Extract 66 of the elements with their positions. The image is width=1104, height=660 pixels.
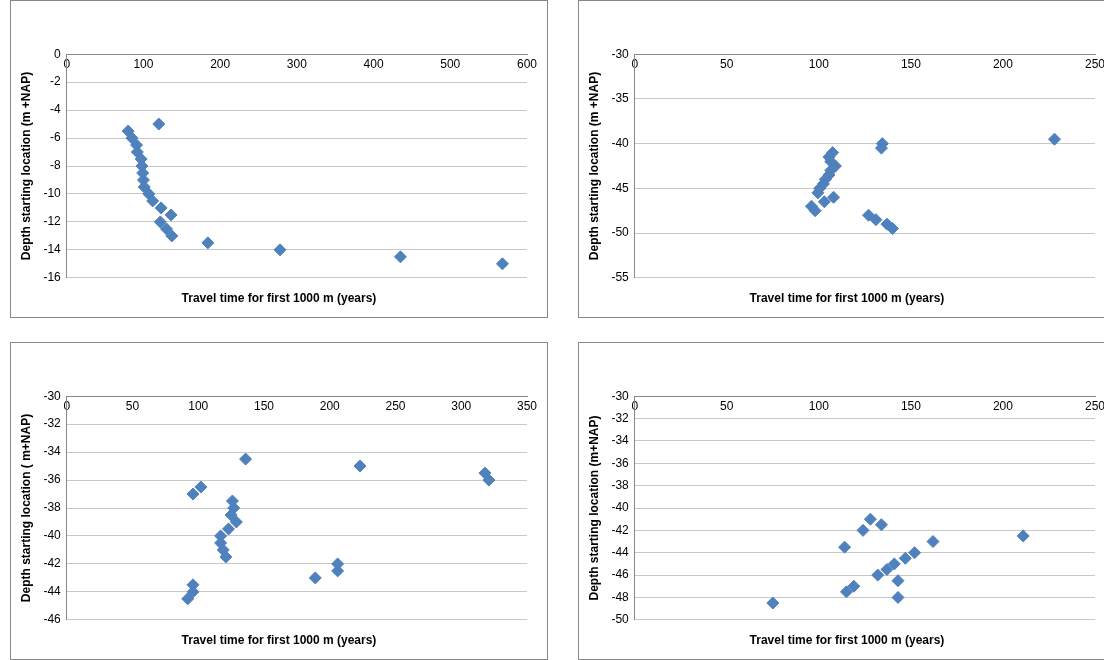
y-tick-label: -55 [611,270,630,285]
x-tick-label: 150 [900,56,922,71]
y-tick-label: -8 [50,158,62,173]
y-tick-label: -4 [50,102,62,117]
y-tick-label: -30 [43,388,62,403]
x-axis-title: Travel time for first 1000 m (years) [180,291,378,305]
x-tick-label: 300 [451,398,472,413]
y-tick-label: -38 [43,500,62,515]
x-tick-label: 150 [900,398,922,413]
y-tick-label: -40 [611,500,630,515]
x-tick-label: 50 [720,56,734,71]
x-tick-label: 300 [286,56,308,71]
x-tick-label: 200 [210,56,231,71]
y-tick-label: -6 [50,130,62,145]
y-tick-label: -44 [611,545,630,560]
y-axis-title: Depth starting location (m +NAP) [18,71,33,261]
x-tick-label: 200 [992,56,1014,71]
x-tick-label: 350 [516,398,538,413]
y-axis-title: Depth starting location (m+NAP) [586,415,601,601]
x-tick-label: 100 [188,398,209,413]
x-tick-label: 100 [808,398,830,413]
y-tick-label: -2 [50,74,62,89]
x-tick-label: 200 [992,398,1014,413]
y-tick-label: -48 [611,589,630,604]
x-tick-label: 50 [125,398,140,413]
x-tick-label: 250 [385,398,406,413]
x-tick-label: 150 [253,398,275,413]
y-tick-label: -30 [611,388,630,403]
y-tick-label: -40 [43,528,62,543]
x-tick-label: 200 [319,398,341,413]
y-tick-label: -36 [43,472,62,487]
y-tick-label: -44 [43,584,62,599]
x-tick-label: 400 [363,56,384,71]
y-axis-title: Depth starting location (m +NAP) [586,71,601,261]
y-tick-label: -40 [611,135,630,150]
x-tick-label: 500 [440,56,461,71]
x-tick-label: 100 [808,56,830,71]
y-tick-label: -16 [43,270,62,285]
y-tick-label: -46 [43,612,62,627]
y-tick-label: 0 [54,46,62,61]
x-axis-title: Travel time for first 1000 m (years) [748,633,946,647]
y-tick-label: -35 [611,91,630,106]
y-tick-label: -32 [611,410,630,425]
y-tick-label: -38 [611,477,630,492]
y-tick-label: -14 [43,242,62,257]
y-axis-title: Depth starting location ( m+NAP) [18,413,33,603]
y-tick-label: -50 [611,225,630,240]
x-tick-label: 250 [1084,56,1104,71]
y-tick-label: -46 [611,567,630,582]
y-tick-label: -45 [611,180,630,195]
y-tick-label: -32 [43,416,62,431]
x-tick-label: 100 [133,56,154,71]
y-tick-label: -30 [611,46,630,61]
x-tick-label: 250 [1084,398,1104,413]
y-tick-label: -34 [43,444,62,459]
x-axis-title: Travel time for first 1000 m (years) [180,633,378,647]
x-axis-title: Travel time for first 1000 m (years) [748,291,946,305]
y-tick-label: -42 [611,522,630,537]
x-tick-label: 600 [516,56,538,71]
y-tick-label: -34 [611,433,630,448]
y-tick-label: -50 [611,612,630,627]
y-tick-label: -36 [611,455,630,470]
y-tick-label: -10 [43,186,62,201]
y-tick-label: -42 [43,556,62,571]
y-tick-label: -12 [43,214,62,229]
x-tick-label: 50 [720,398,734,413]
